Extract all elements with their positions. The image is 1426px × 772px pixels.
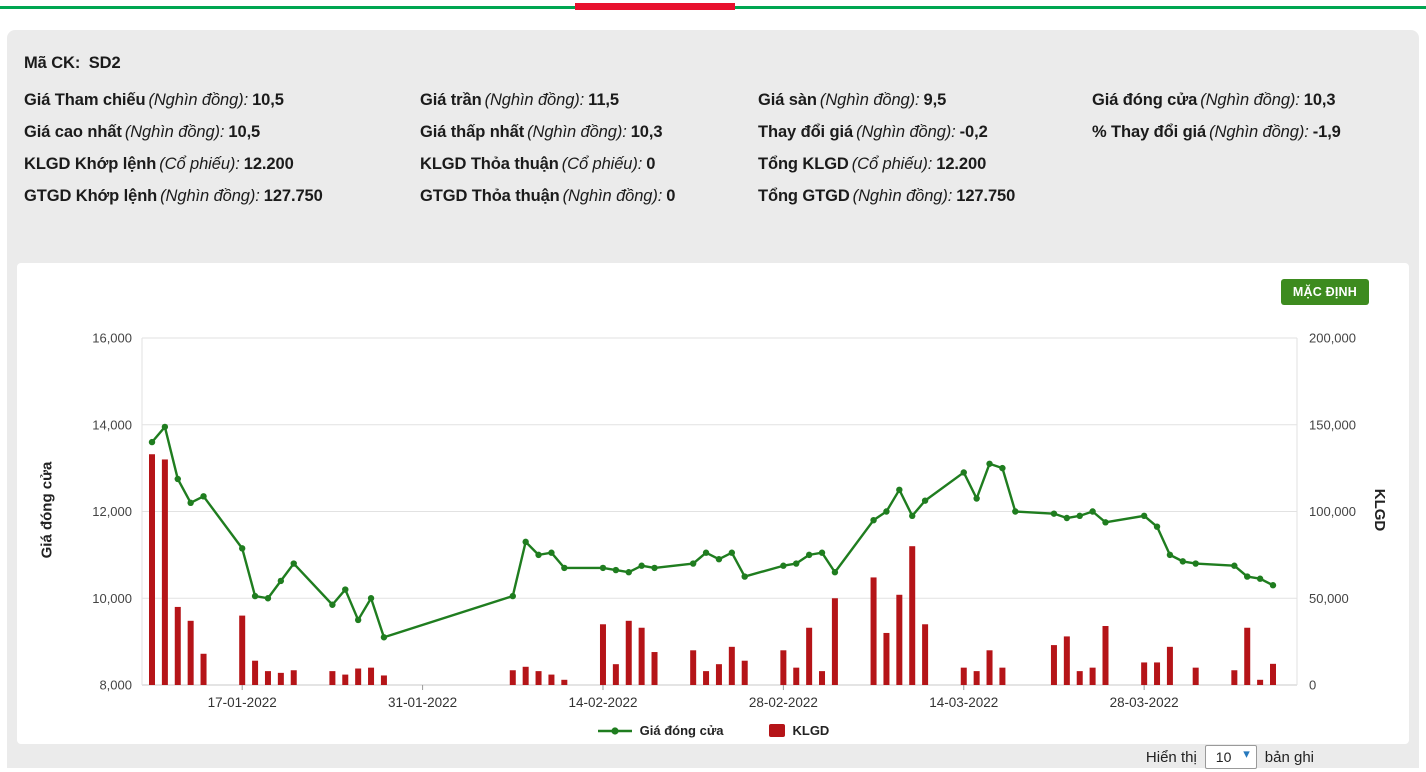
price-volume-chart[interactable]: 8,000 10,000 12,000 14,000 16,000 0 50,000 100,… <box>17 303 1423 718</box>
stock-code-row: Mã CK: SD2 <box>24 54 1402 73</box>
svg-text:28-03-2022: 28-03-2022 <box>1110 695 1179 710</box>
stock-code-label: Mã CK: <box>24 54 81 72</box>
svg-text:16,000: 16,000 <box>92 331 132 346</box>
legend-label: KLGD <box>792 723 830 738</box>
rows-per-page-select[interactable]: 10 <box>1204 745 1257 769</box>
svg-text:10,000: 10,000 <box>92 591 132 606</box>
svg-text:12,000: 12,000 <box>92 504 132 519</box>
stat-volume-matched: KLGD Khớp lệnh (Cổ phiếu): 12.200 <box>24 155 294 173</box>
legend-item-close-price[interactable]: Giá đóng cửa <box>597 723 724 738</box>
top-progress-line-segment <box>575 3 735 10</box>
stock-stats-grid: Giá Tham chiếu (Nghìn đồng): 10,5 Giá trần… <box>24 91 1402 206</box>
stat-value-matched: GTGD Khớp lệnh (Nghìn đồng): 127.750 <box>24 187 323 205</box>
stat-volume-putthrough: KLGD Thỏa thuận (Cổ phiếu): 0 <box>420 155 656 173</box>
stat-reference-price: Giá Tham chiếu (Nghìn đồng): 10,5 <box>24 91 284 109</box>
svg-text:150,000: 150,000 <box>1309 417 1356 432</box>
grid-spacer <box>1092 155 1402 174</box>
svg-text:8,000: 8,000 <box>99 678 132 693</box>
chart-card: MẶC ĐỊNH Giá đóng cửa KLGD 8,000 10,000 12… <box>17 263 1409 744</box>
svg-text:0: 0 <box>1309 678 1316 693</box>
line-series-marker-icon <box>597 726 632 735</box>
stat-price-change-percent: % Thay đổi giá (Nghìn đồng): -1,9 <box>1092 123 1341 141</box>
svg-text:100,000: 100,000 <box>1309 504 1356 519</box>
svg-text:14-03-2022: 14-03-2022 <box>929 695 998 710</box>
stat-lowest-price: Giá thấp nhất (Nghìn đồng): 10,3 <box>420 123 663 141</box>
stat-value-total: Tổng GTGD (Nghìn đồng): 127.750 <box>758 187 1016 205</box>
svg-text:17-01-2022: 17-01-2022 <box>208 695 277 710</box>
stat-floor-price: Giá sàn (Nghìn đồng): 9,5 <box>758 91 947 109</box>
bar-series-marker-icon <box>769 724 786 737</box>
show-label: Hiển thị <box>1145 748 1197 766</box>
chart-legend: Giá đóng cửa KLGD <box>17 723 1409 738</box>
stock-summary-panel: Mã CK: SD2 Giá Tham chiếu (Nghìn đồng): 10… <box>7 30 1419 769</box>
svg-text:14-02-2022: 14-02-2022 <box>568 695 637 710</box>
records-label: bản ghi <box>1264 748 1314 766</box>
svg-text:31-01-2022: 31-01-2022 <box>388 695 457 710</box>
svg-text:14,000: 14,000 <box>92 417 132 432</box>
svg-text:200,000: 200,000 <box>1309 331 1356 346</box>
svg-text:50,000: 50,000 <box>1309 591 1349 606</box>
stat-close-price: Giá đóng cửa (Nghìn đồng): 10,3 <box>1092 91 1336 109</box>
svg-text:28-02-2022: 28-02-2022 <box>749 695 818 710</box>
stock-info-section: Mã CK: SD2 Giá Tham chiếu (Nghìn đồng): 10… <box>7 30 1419 218</box>
stat-value-putthrough: GTGD Thỏa thuận (Nghìn đồng): 0 <box>420 187 676 205</box>
legend-item-volume[interactable]: KLGD <box>769 723 829 738</box>
stat-price-change: Thay đổi giá (Nghìn đồng): -0,2 <box>758 123 988 141</box>
default-view-button[interactable]: MẶC ĐỊNH <box>1280 279 1369 305</box>
stat-highest-price: Giá cao nhất (Nghìn đồng): 10,5 <box>24 123 261 141</box>
rows-per-page-select-wrap: 10 ▾ <box>1204 745 1257 769</box>
stat-ceiling-price: Giá trần (Nghìn đồng): 11,5 <box>420 91 619 109</box>
grid-spacer <box>1092 187 1402 206</box>
stat-volume-total: Tổng KLGD (Cổ phiếu): 12.200 <box>758 155 987 173</box>
legend-label: Giá đóng cửa <box>639 723 724 738</box>
stock-code-value: SD2 <box>88 54 121 72</box>
